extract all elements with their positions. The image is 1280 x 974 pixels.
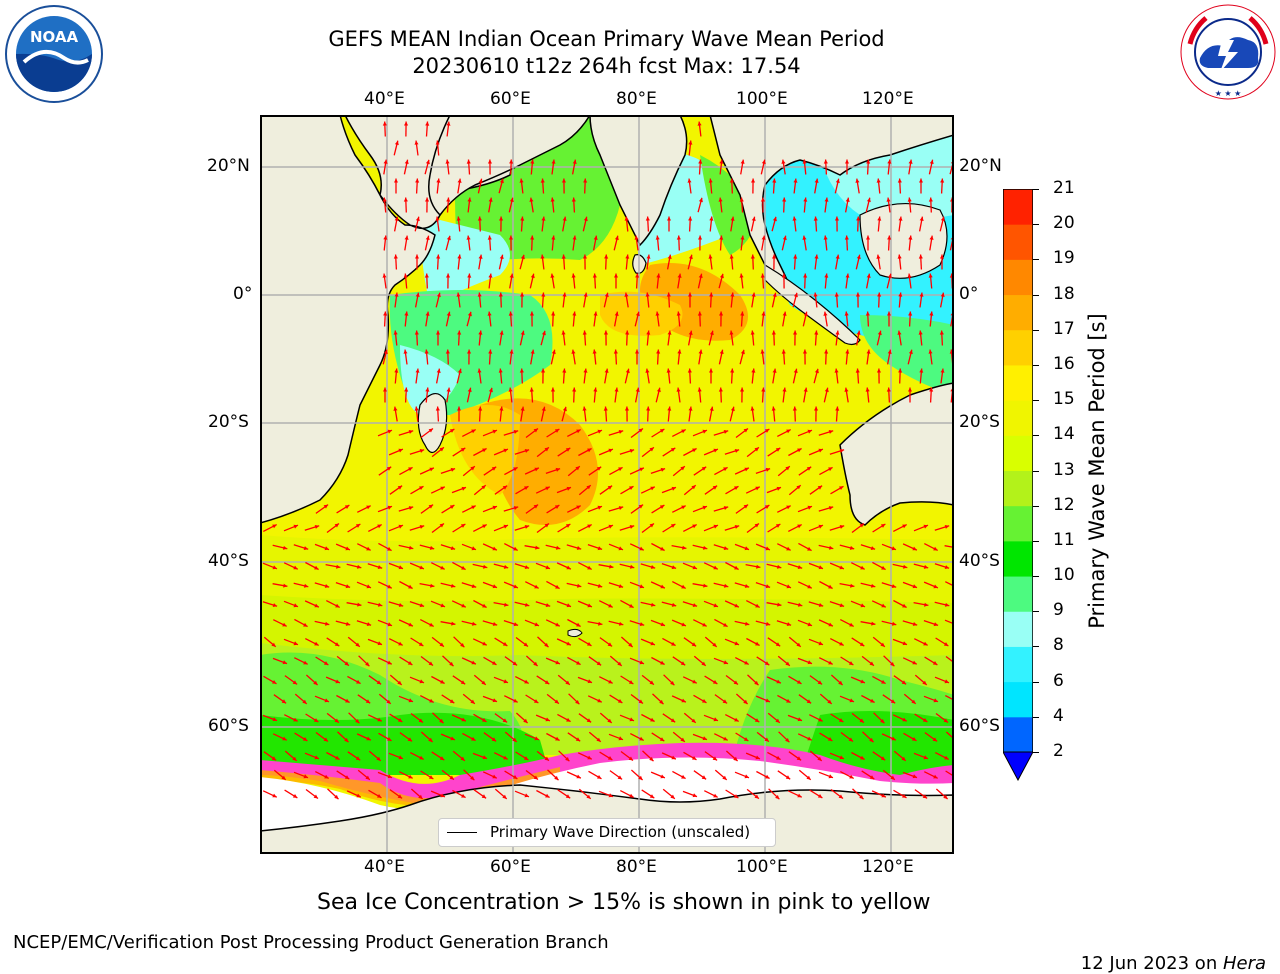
colorbar-tick-mark: [1033, 365, 1039, 366]
colorbar-tick-label: 14: [1053, 424, 1075, 444]
colorbar-tick-mark: [1033, 506, 1039, 507]
colorbar-tick-label: 20: [1053, 213, 1075, 233]
colorbar-segment: [1003, 471, 1033, 507]
colorbar-tick-mark: [1033, 400, 1039, 401]
colorbar-tick-mark: [1033, 295, 1039, 296]
lon-label-bottom-80e: 80°E: [616, 857, 657, 877]
lat-label-right-0: 0°: [959, 284, 978, 304]
colorbar-tick-label: 12: [1053, 495, 1075, 515]
noaa-logo-text: NOAA: [30, 28, 79, 46]
colorbar-segment: [1003, 541, 1033, 577]
lat-label-right-20n: 20°N: [959, 156, 1002, 176]
legend-label: Primary Wave Direction (unscaled): [490, 823, 750, 841]
noaa-logo: NOAA: [4, 4, 104, 104]
sea-ice-caption: Sea Ice Concentration > 15% is shown in …: [317, 890, 931, 915]
colorbar-label: Primary Wave Mean Period [s]: [1085, 313, 1109, 629]
colorbar-tick-label: 21: [1053, 178, 1075, 198]
svg-text:★ ★ ★: ★ ★ ★: [1215, 89, 1242, 98]
colorbar-tick-mark: [1033, 541, 1039, 542]
colorbar-segment: [1003, 400, 1033, 436]
colorbar-tick-mark: [1033, 435, 1039, 436]
colorbar-tick-mark: [1033, 682, 1039, 683]
lat-label-left-20s: 20°S: [208, 412, 249, 432]
colorbar-tick-label: 19: [1053, 248, 1075, 268]
colorbar-segment: [1003, 682, 1033, 718]
legend-line-swatch: [447, 832, 477, 833]
colorbar-tick-mark: [1033, 611, 1039, 612]
colorbar-segment: [1003, 646, 1033, 682]
colorbar-segment: [1003, 259, 1033, 295]
lon-label-bottom-100e: 100°E: [736, 857, 788, 877]
colorbar-segment: [1003, 224, 1033, 260]
nws-logo: ★ ★ ★: [1178, 2, 1278, 102]
colorbar-tick-mark: [1033, 224, 1039, 225]
colorbar-tick-mark: [1033, 471, 1039, 472]
colorbar-tick-mark: [1033, 752, 1039, 753]
colorbar-segment: [1003, 365, 1033, 401]
colorbar-tick-mark: [1033, 330, 1039, 331]
colorbar-segment: [1003, 330, 1033, 366]
colorbar-tick-label: 9: [1053, 600, 1064, 620]
lat-label-left-40s: 40°S: [208, 551, 249, 571]
footer-credit: NCEP/EMC/Verification Post Processing Pr…: [13, 932, 609, 953]
lat-label-left-0: 0°: [233, 284, 252, 304]
lat-label-right-40s: 40°S: [959, 551, 1000, 571]
chart-subtitle: 20230610 t12z 264h fcst Max: 17.54: [0, 54, 1213, 78]
colorbar-segment: [1003, 717, 1033, 753]
lon-label-top-100e: 100°E: [736, 89, 788, 109]
lat-label-left-20n: 20°N: [207, 156, 250, 176]
lon-label-bottom-40e: 40°E: [364, 857, 405, 877]
lon-label-top-40e: 40°E: [364, 89, 405, 109]
borneo-land: [860, 204, 947, 279]
map-plot: [260, 115, 954, 854]
chart-title: GEFS MEAN Indian Ocean Primary Wave Mean…: [0, 27, 1213, 51]
colorbar-tick-label: 13: [1053, 460, 1075, 480]
colorbar-tick-label: 8: [1053, 635, 1064, 655]
colorbar-tick-label: 10: [1053, 565, 1075, 585]
lon-label-top-120e: 120°E: [862, 89, 914, 109]
colorbar-segment: [1003, 435, 1033, 471]
colorbar-tick-label: 11: [1053, 530, 1075, 550]
colorbar-tick-label: 17: [1053, 319, 1075, 339]
colorbar-segment: [1003, 506, 1033, 542]
colorbar-tick-label: 6: [1053, 671, 1064, 691]
colorbar-tick-label: 16: [1053, 354, 1075, 374]
colorbar-segment: [1003, 576, 1033, 612]
colorbar-tick-label: 2: [1053, 741, 1064, 761]
colorbar-tick-label: 15: [1053, 389, 1075, 409]
colorbar-tick-mark: [1033, 717, 1039, 718]
lon-label-top-60e: 60°E: [490, 89, 531, 109]
footer-date: 12 Jun 2023 on Hera: [1069, 932, 1266, 974]
lon-label-bottom-60e: 60°E: [490, 857, 531, 877]
lat-label-left-60s: 60°S: [208, 716, 249, 736]
map-legend: Primary Wave Direction (unscaled): [438, 818, 776, 847]
colorbar-tick-mark: [1033, 259, 1039, 260]
colorbar-segment: [1003, 189, 1033, 225]
colorbar-tick-label: 4: [1053, 706, 1064, 726]
footer-date-text: 12 Jun 2023 on: [1081, 953, 1223, 974]
colorbar-tick-mark: [1033, 576, 1039, 577]
lon-label-bottom-120e: 120°E: [862, 857, 914, 877]
lat-label-right-60s: 60°S: [959, 716, 1000, 736]
colorbar-tick-mark: [1033, 189, 1039, 190]
lon-label-top-80e: 80°E: [616, 89, 657, 109]
colorbar-segment: [1003, 611, 1033, 647]
colorbar-tick-mark: [1033, 646, 1039, 647]
colorbar-segment: [1003, 295, 1033, 331]
lat-label-right-20s: 20°S: [959, 412, 1000, 432]
colorbar-tick-label: 18: [1053, 284, 1075, 304]
footer-host: Hera: [1223, 953, 1266, 974]
colorbar: [1003, 189, 1033, 781]
colorbar-extend-triangle: [1003, 752, 1033, 780]
